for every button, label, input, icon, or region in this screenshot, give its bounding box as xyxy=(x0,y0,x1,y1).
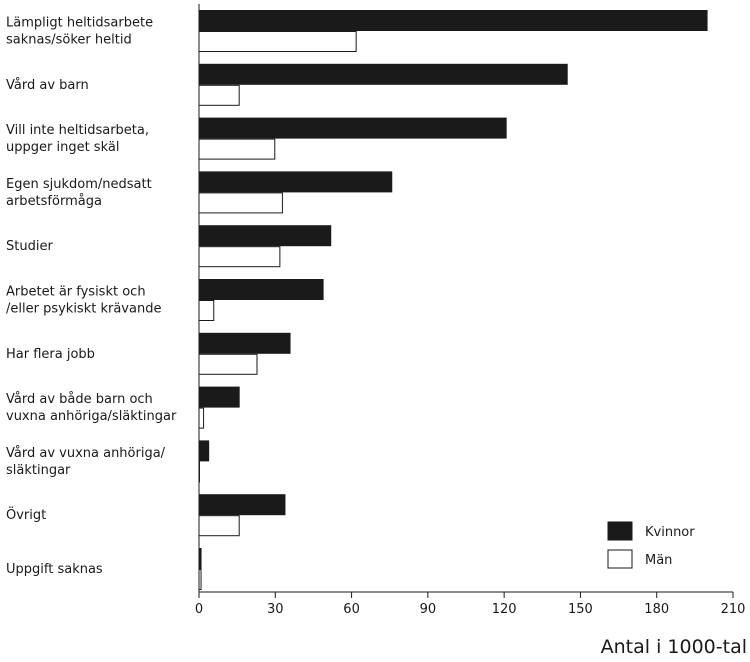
category-label: Vård av barn xyxy=(6,78,89,93)
category-label: Uppgift saknas xyxy=(6,562,103,577)
bar-kvinnor-4 xyxy=(199,225,332,247)
x-tick-label: 60 xyxy=(343,602,360,617)
category-label: Vill inte heltidsarbeta, xyxy=(6,123,149,138)
bar-kvinnor-10 xyxy=(199,548,202,569)
category-label: Studier xyxy=(6,239,53,254)
bar-kvinnor-1 xyxy=(199,63,568,85)
x-tick-label: 150 xyxy=(568,602,593,617)
x-axis-title: Antal i 1000-tal xyxy=(601,636,747,658)
bar-kvinnor-6 xyxy=(199,332,291,354)
category-labels: Lämpligt heltidsarbete saknas/söker helti… xyxy=(6,16,177,578)
legend: Kvinnor Män xyxy=(607,521,695,569)
bar-kvinnor-9 xyxy=(199,494,286,516)
bar-kvinnor-0 xyxy=(199,10,708,31)
category-label: Egen sjukdom/nedsatt xyxy=(6,177,152,192)
bar-män-9 xyxy=(198,515,240,537)
category-label: uppger inget skäl xyxy=(6,140,119,155)
bar-män-4 xyxy=(198,246,281,268)
category-label: Har flera jobb xyxy=(6,347,95,362)
x-tick-label: 0 xyxy=(195,602,203,617)
bar-kvinnor-5 xyxy=(199,279,324,300)
category-label: Vård av vuxna anhöriga/ xyxy=(6,446,166,461)
category-label: Övrigt xyxy=(6,506,46,523)
bar-män-1 xyxy=(198,84,240,106)
bars xyxy=(198,10,708,590)
category-label: arbetsförmåga xyxy=(6,194,102,209)
x-tick-label: 180 xyxy=(644,602,669,617)
legend-label-män: Män xyxy=(645,553,672,568)
x-tick-label: 90 xyxy=(420,602,437,617)
category-label: saknas/söker heltid xyxy=(6,33,132,48)
bar-kvinnor-3 xyxy=(199,171,393,193)
bar-män-3 xyxy=(198,192,283,214)
category-label: Arbetet är fysiskt och xyxy=(6,285,146,300)
category-label: vuxna anhöriga/släktingar xyxy=(6,409,177,424)
bar-män-2 xyxy=(198,138,276,160)
axes: 0 30 60 90 120 150 180 210 xyxy=(195,4,746,617)
bar-kvinnor-7 xyxy=(199,386,240,408)
bar-kvinnor-8 xyxy=(199,440,210,462)
bar-män-5 xyxy=(198,300,215,321)
bar-män-7 xyxy=(198,407,205,429)
legend-swatch-kvinnor xyxy=(607,521,633,541)
bar-män-6 xyxy=(198,353,258,375)
bar-män-0 xyxy=(198,31,357,52)
bar-kvinnor-2 xyxy=(199,117,507,139)
category-label: Vård av både barn och xyxy=(6,392,153,407)
x-tick-label: 210 xyxy=(721,602,746,617)
x-tick-label: 30 xyxy=(267,602,284,617)
category-label: Lämpligt heltidsarbete xyxy=(6,16,153,31)
category-label: /eller psykiskt krävande xyxy=(6,302,161,317)
x-tick-label: 120 xyxy=(492,602,517,617)
legend-swatch-män xyxy=(607,549,633,569)
legend-label-kvinnor: Kvinnor xyxy=(645,525,695,540)
category-label: släktingar xyxy=(6,463,71,478)
